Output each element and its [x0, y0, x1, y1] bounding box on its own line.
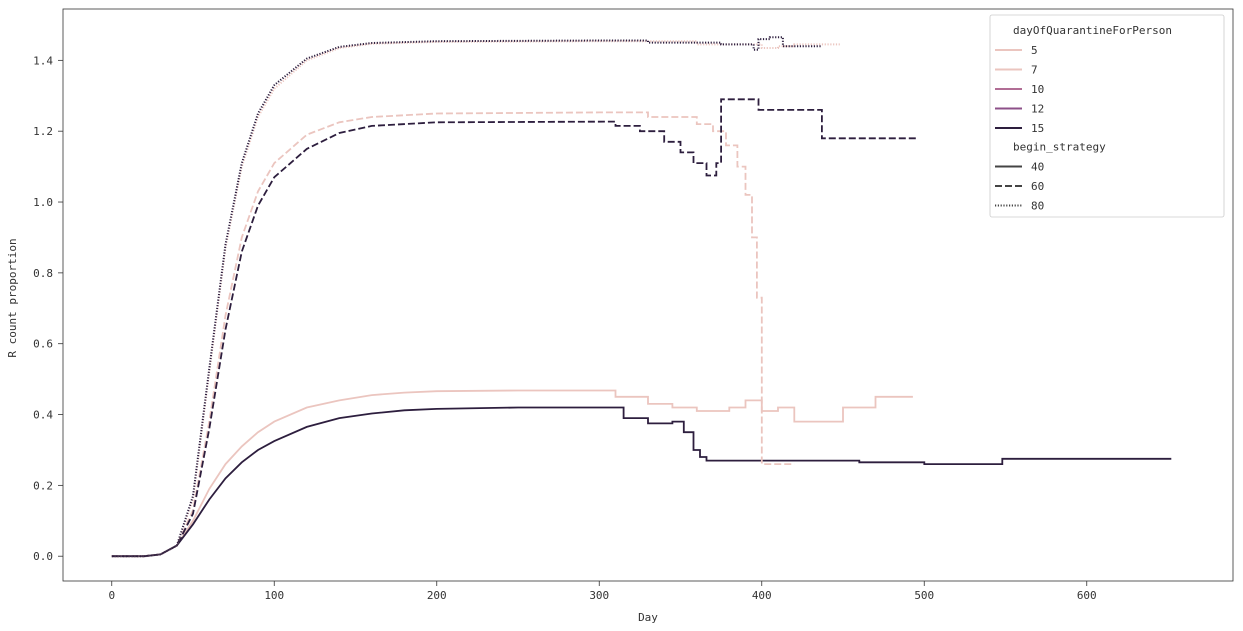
y-tick-label: 0.0: [33, 550, 53, 563]
y-tick-label: 1.0: [33, 196, 53, 209]
legend-hue-label: 5: [1031, 44, 1038, 57]
y-tick-label: 0.8: [33, 267, 53, 280]
y-tick-label: 1.2: [33, 125, 53, 138]
legend-hue-label: 10: [1031, 83, 1044, 96]
x-tick-label: 500: [914, 589, 934, 602]
legend-box: [989, 14, 1225, 218]
x-axis-label: Day: [638, 611, 658, 624]
series-line-hue-15-strategy-60: [111, 98, 917, 558]
series-layer: [111, 36, 1172, 558]
series-line-hue-15-strategy-80: [111, 36, 822, 558]
series-line-hue-5-strategy-60: [111, 111, 795, 558]
plot-area: [62, 8, 1234, 582]
legend-style-title: begin_strategy: [1013, 141, 1106, 154]
legend-hue-label: 7: [1031, 64, 1038, 77]
x-tick-label: 100: [264, 589, 284, 602]
y-tick-label: 0.6: [33, 338, 53, 351]
legend-style-label: 60: [1031, 180, 1044, 193]
series-line-hue-5-strategy-40: [111, 389, 913, 558]
y-axis: 0.0 0.2 0.4 0.6 0.8 1.0 1.2 1.4: [33, 54, 63, 563]
y-tick-label: 1.4: [33, 54, 53, 67]
x-tick-label: 600: [1077, 589, 1097, 602]
legend-style-label: 80: [1031, 200, 1044, 213]
legend-hue-label: 12: [1031, 103, 1044, 116]
x-axis: 0 100 200 300 400 500 600: [108, 581, 1097, 602]
x-tick-label: 200: [427, 589, 447, 602]
legend: dayOfQuarantineForPerson 5 7 10 12 15 begin_st…: [989, 14, 1225, 218]
y-tick-label: 0.4: [33, 409, 53, 422]
legend-style-label: 40: [1031, 161, 1044, 174]
x-tick-label: 300: [589, 589, 609, 602]
legend-hue-label: 15: [1031, 122, 1044, 135]
series-line-hue-15-strategy-40: [111, 406, 1172, 558]
x-tick-label: 400: [752, 589, 772, 602]
y-tick-label: 0.2: [33, 479, 53, 492]
series-line-hue-5-strategy-80: [111, 40, 840, 558]
x-tick-label: 0: [108, 589, 115, 602]
y-axis-label: R count proportion: [6, 238, 19, 357]
legend-hue-title: dayOfQuarantineForPerson: [1013, 24, 1172, 37]
